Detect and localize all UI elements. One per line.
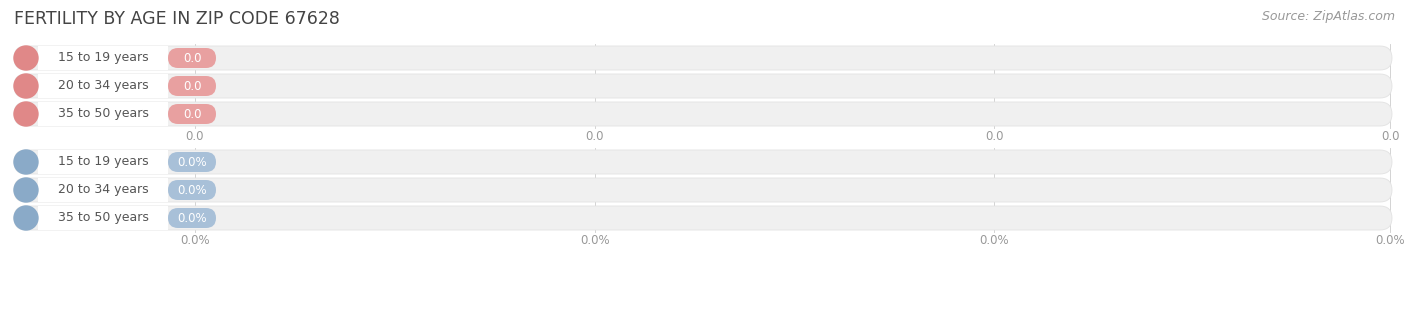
- Text: 0.0: 0.0: [183, 51, 201, 64]
- FancyBboxPatch shape: [38, 46, 167, 70]
- Text: 0.0%: 0.0%: [581, 234, 610, 247]
- Text: 0.0: 0.0: [984, 130, 1004, 143]
- FancyBboxPatch shape: [38, 206, 167, 230]
- Text: 35 to 50 years: 35 to 50 years: [58, 212, 149, 224]
- FancyBboxPatch shape: [38, 74, 167, 98]
- Circle shape: [14, 206, 38, 230]
- FancyBboxPatch shape: [167, 76, 217, 96]
- FancyBboxPatch shape: [14, 178, 1392, 202]
- Text: 20 to 34 years: 20 to 34 years: [58, 80, 148, 92]
- FancyBboxPatch shape: [167, 48, 217, 68]
- Text: 15 to 19 years: 15 to 19 years: [58, 155, 148, 169]
- FancyBboxPatch shape: [14, 206, 1392, 230]
- Circle shape: [14, 102, 38, 126]
- FancyBboxPatch shape: [38, 102, 167, 126]
- FancyBboxPatch shape: [38, 150, 167, 174]
- Text: 0.0: 0.0: [1381, 130, 1399, 143]
- Circle shape: [14, 178, 38, 202]
- Text: 35 to 50 years: 35 to 50 years: [58, 108, 149, 120]
- Text: Source: ZipAtlas.com: Source: ZipAtlas.com: [1263, 10, 1395, 23]
- Text: 0.0: 0.0: [183, 80, 201, 92]
- Circle shape: [14, 46, 38, 70]
- FancyBboxPatch shape: [38, 178, 167, 202]
- FancyBboxPatch shape: [167, 152, 217, 172]
- Text: FERTILITY BY AGE IN ZIP CODE 67628: FERTILITY BY AGE IN ZIP CODE 67628: [14, 10, 340, 28]
- Circle shape: [14, 74, 38, 98]
- Text: 0.0%: 0.0%: [1375, 234, 1405, 247]
- FancyBboxPatch shape: [14, 74, 1392, 98]
- FancyBboxPatch shape: [167, 104, 217, 124]
- Text: 0.0: 0.0: [586, 130, 605, 143]
- Text: 0.0: 0.0: [186, 130, 204, 143]
- Text: 0.0%: 0.0%: [177, 183, 207, 196]
- Text: 15 to 19 years: 15 to 19 years: [58, 51, 148, 64]
- FancyBboxPatch shape: [14, 46, 1392, 70]
- FancyBboxPatch shape: [14, 150, 1392, 174]
- Circle shape: [14, 150, 38, 174]
- Text: 0.0%: 0.0%: [180, 234, 209, 247]
- Text: 0.0%: 0.0%: [979, 234, 1010, 247]
- Text: 0.0: 0.0: [183, 108, 201, 120]
- FancyBboxPatch shape: [167, 208, 217, 228]
- Text: 20 to 34 years: 20 to 34 years: [58, 183, 148, 196]
- Text: 0.0%: 0.0%: [177, 155, 207, 169]
- FancyBboxPatch shape: [167, 180, 217, 200]
- Text: 0.0%: 0.0%: [177, 212, 207, 224]
- FancyBboxPatch shape: [14, 102, 1392, 126]
